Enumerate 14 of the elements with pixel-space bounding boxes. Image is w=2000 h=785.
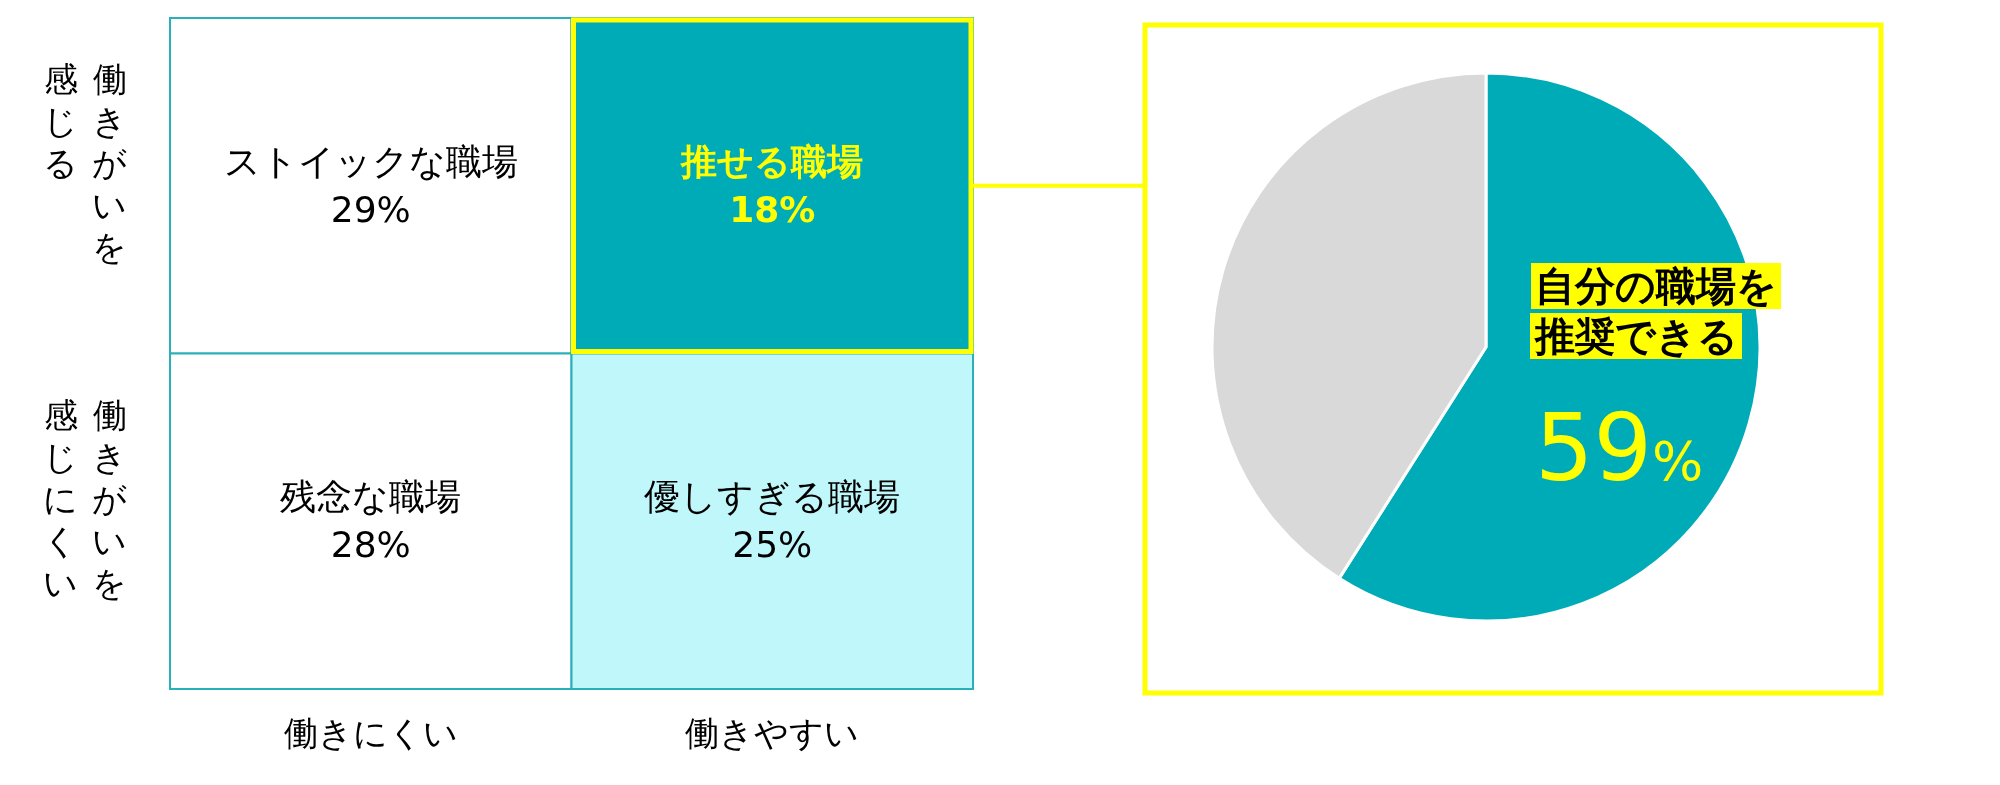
annotation: ストイックな職場 [223, 140, 518, 182]
data-label: 29% [330, 188, 411, 230]
annotation: 優しすぎる職場 [644, 476, 901, 518]
annotation: 推せる職場 [680, 140, 864, 182]
data-label: 59% [1535, 395, 1704, 502]
data-label: 25% [732, 524, 813, 566]
data-label: 18% [729, 188, 816, 230]
annotation: 残念な職場 [280, 476, 462, 518]
x-tick-label: 働きにくい [283, 713, 458, 753]
slice-label: 自分の職場を推奨できる [1534, 263, 1777, 359]
data-label: 28% [330, 524, 411, 566]
x-tick-label: 働きやすい [685, 713, 860, 753]
category-label: 働きがいを感じる [43, 59, 127, 267]
category-label: 働きがいを感じにくい [43, 394, 127, 603]
